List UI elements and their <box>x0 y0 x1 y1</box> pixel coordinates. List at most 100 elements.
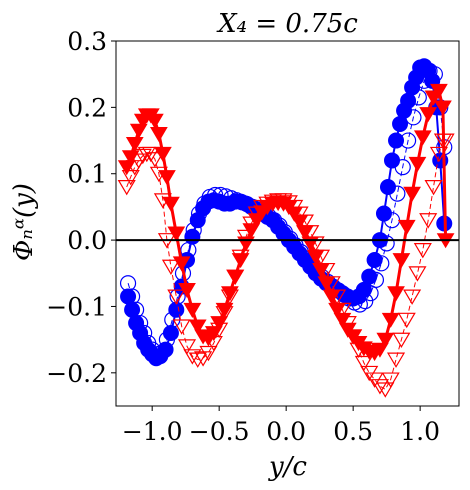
data-point <box>117 180 136 196</box>
data-point <box>370 379 389 395</box>
data-point <box>392 115 409 132</box>
data-point <box>263 194 282 210</box>
data-point <box>150 127 168 143</box>
data-point <box>429 146 448 163</box>
series-line <box>127 70 445 355</box>
data-point <box>301 225 320 241</box>
data-point <box>378 235 395 252</box>
y-tick-label: 0.2 <box>67 93 107 122</box>
data-point <box>279 195 298 211</box>
data-point <box>344 329 363 345</box>
y-tick-label: −0.2 <box>46 359 107 388</box>
data-point <box>242 216 261 232</box>
data-point <box>266 212 283 229</box>
data-point <box>141 146 160 163</box>
data-point <box>376 382 395 398</box>
data-point <box>199 345 218 362</box>
ticks-layer: −1.0 −0.5 0.0 0.5 1.0 −0.2 −0.1 0.0 0.1 0.2 0.3 <box>46 27 440 446</box>
plot-frame <box>115 40 460 407</box>
chart-title: X₄ = 0.75c <box>216 9 358 39</box>
data-point <box>421 62 438 79</box>
y-tick-label: 0.1 <box>67 160 107 189</box>
data-point <box>333 302 352 319</box>
data-point <box>236 229 256 246</box>
data-point <box>397 219 416 236</box>
data-point <box>386 352 406 368</box>
data-point <box>117 160 136 176</box>
data-point <box>129 123 148 139</box>
data-point <box>172 319 191 335</box>
data-point <box>129 153 148 169</box>
data-point <box>153 193 172 209</box>
data-point <box>397 312 416 329</box>
data-point <box>392 332 411 349</box>
data-point <box>388 132 405 149</box>
y-axis-label: Φₙᵅ(y) <box>9 183 39 261</box>
data-point <box>384 152 401 169</box>
data-point <box>158 331 176 348</box>
data-point <box>410 89 427 106</box>
data-point <box>419 107 438 123</box>
data-point <box>231 249 250 266</box>
data-point <box>392 253 411 269</box>
data-point <box>371 342 389 358</box>
data-point <box>408 156 427 172</box>
data-point <box>373 255 390 272</box>
x-axis-label: y/c <box>268 452 307 482</box>
y-tick-label: 0.0 <box>67 226 107 255</box>
data-point <box>426 66 443 83</box>
data-point <box>207 186 224 204</box>
data-point <box>381 312 400 328</box>
y-tick-label: −0.1 <box>46 292 107 321</box>
data-point <box>121 170 140 186</box>
data-point <box>408 266 427 282</box>
data-point <box>387 286 405 302</box>
data-point <box>381 372 400 388</box>
data-point <box>306 236 325 252</box>
data-point <box>351 296 368 313</box>
data-point <box>204 335 223 352</box>
data-point <box>212 186 229 204</box>
data-point <box>419 213 438 229</box>
data-point <box>295 214 314 230</box>
x-tick-label: −0.5 <box>189 417 250 446</box>
data-point <box>190 205 208 222</box>
data-point <box>413 243 432 259</box>
data-point <box>376 332 395 348</box>
data-point <box>311 249 331 266</box>
data-point <box>210 322 229 339</box>
data-point <box>247 206 266 222</box>
data-point <box>183 302 202 318</box>
data-point <box>167 289 186 305</box>
x-tick-label: 1.0 <box>400 417 440 446</box>
data-point <box>220 289 239 305</box>
data-point <box>258 196 277 212</box>
data-point <box>185 222 202 239</box>
data-point <box>436 133 455 149</box>
data-point <box>226 269 245 285</box>
data-point <box>168 301 185 318</box>
data-point <box>349 342 368 358</box>
data-point <box>357 293 374 310</box>
data-point <box>231 253 250 269</box>
data-point <box>424 180 443 196</box>
data-point <box>125 136 144 153</box>
data-point <box>188 319 207 335</box>
data-point <box>430 83 448 99</box>
data-point <box>379 179 396 195</box>
data-point <box>403 186 421 202</box>
data-point <box>145 152 164 168</box>
data-point <box>328 289 347 305</box>
data-point <box>136 324 153 342</box>
data-point <box>149 166 168 183</box>
data-point <box>148 346 165 363</box>
data-point <box>403 289 422 305</box>
data-point <box>322 276 341 292</box>
data-point <box>188 352 207 368</box>
y-tick-label: 0.3 <box>67 27 107 56</box>
data-point <box>405 109 422 126</box>
series-line <box>126 140 446 391</box>
data-point <box>354 355 373 372</box>
data-point <box>338 316 357 332</box>
